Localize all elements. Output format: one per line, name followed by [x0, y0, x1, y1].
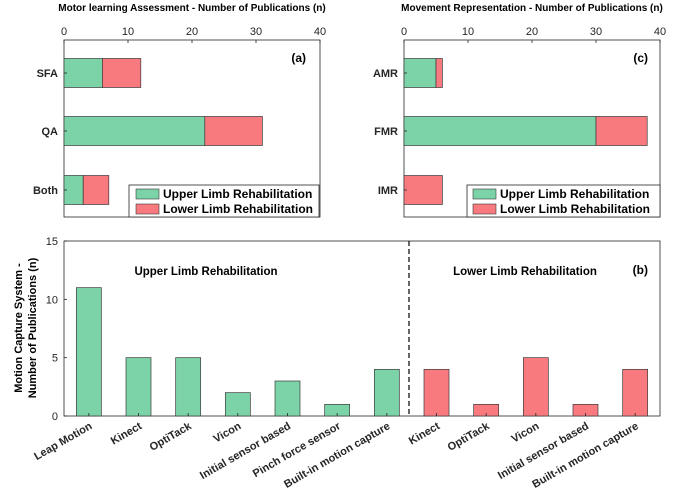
panel-a-legend-box	[128, 184, 320, 218]
panel-c-xtick-label: 0	[401, 26, 407, 38]
panel-b-label: (b)	[633, 263, 648, 277]
panel-c-ticks: 0 10 20 30 40	[401, 26, 666, 191]
panel-b-ylabel-line1: Motion Capture System -	[13, 263, 25, 393]
panel-a-bar-sfa-upper	[63, 58, 103, 88]
panel-c-legend-upper-swatch	[472, 188, 497, 200]
panel-a-ticks: 0 10 20 30 40	[61, 26, 326, 191]
panel-a-xtick-label: 0	[61, 26, 67, 38]
panel-c-bar-amr-upper	[403, 58, 437, 88]
panel-a-category-label: QA	[42, 126, 59, 138]
panel-b-category-label: Kinect	[407, 420, 442, 447]
panel-a-label: (a)	[291, 51, 306, 65]
panel-b-axes	[63, 240, 661, 417]
panel-b-bar-upper-leap-motion	[75, 287, 102, 417]
panel-a-xtick-label: 20	[186, 26, 198, 38]
panel-a-xtick-label: 10	[122, 26, 134, 38]
panel-b-lower-group-label: Lower Limb Rehabilitation	[453, 266, 597, 278]
panel-a-bar-qa-lower	[204, 116, 263, 146]
panel-a-xtick-label: 40	[314, 26, 326, 38]
panel-a-bars	[63, 58, 263, 205]
panel-c-bar-fmr-lower	[595, 116, 648, 146]
panel-a-legend-upper-swatch	[135, 188, 160, 200]
panel-a-xtick-label: 30	[250, 26, 262, 38]
panel-b-category-label: Vicon	[212, 420, 244, 445]
panel-c-xtick-label: 10	[462, 26, 474, 38]
panel-b-category-label: Vicon	[510, 420, 542, 445]
panel-b-bar-upper-built-in-motion-capture	[373, 368, 400, 417]
panel-c-xtick-label: 40	[654, 26, 666, 38]
panel-b-ylabel-line2: Number of Publications (n)	[27, 257, 39, 398]
panel-c-bars	[403, 58, 648, 205]
panel-c-chart: Movement Representation - Number of Publ…	[373, 3, 666, 218]
panel-b-category-label: OptiTack	[148, 420, 195, 454]
panel-a-bar-qa-upper	[63, 116, 206, 146]
panel-b-category-label: Initial sensor based	[198, 420, 293, 482]
panel-a-legend-upper-label: Upper Limb Rehabilitation	[163, 187, 312, 201]
panel-a-chart: Motor learning Assessment - Number of Pu…	[33, 3, 326, 218]
panel-b-bar-upper-optitack	[175, 357, 202, 417]
panel-b-category-label: OptiTack	[446, 420, 493, 454]
panel-c-xtick-label: 30	[590, 26, 602, 38]
panel-a-legend-lower-label: Lower Limb Rehabilitation	[163, 202, 313, 216]
panel-a-category-label: SFA	[37, 68, 58, 80]
panel-b-upper-group-label: Upper Limb Rehabilitation	[134, 266, 277, 278]
panel-c-category-label: IMR	[378, 185, 398, 197]
panel-c-legend: Upper Limb Rehabilitation Lower Limb Reh…	[466, 184, 661, 218]
panel-c-bar-amr-lower	[435, 58, 443, 88]
panel-c-bar-fmr-upper	[403, 116, 597, 146]
panel-a-legend-lower-swatch	[135, 203, 160, 215]
panel-c-xtick-label: 20	[526, 26, 538, 38]
panel-a-categories: SFA QA Both	[33, 68, 58, 197]
panel-a-legend: Upper Limb Rehabilitation Lower Limb Reh…	[128, 184, 320, 218]
panel-c-categories: AMR FMR IMR	[373, 68, 398, 197]
panel-b-ticks: 0 5 10 15	[46, 236, 636, 423]
panel-a-category-label: Both	[33, 185, 58, 197]
panel-b-bar-lower-kinect	[423, 368, 450, 417]
panel-b-ytick-label: 5	[52, 353, 58, 365]
panel-a-bar-sfa-lower	[102, 58, 142, 88]
panel-c-legend-box	[466, 184, 661, 218]
panel-c-legend-lower-swatch	[472, 203, 497, 215]
panel-b-bar-lower-vicon	[522, 357, 549, 417]
panel-a-title: Motor learning Assessment - Number of Pu…	[58, 3, 325, 14]
panel-b-category-label: Leap Motion	[32, 420, 94, 463]
panel-b-ytick-label: 0	[52, 411, 58, 423]
panel-c-category-label: AMR	[373, 68, 398, 80]
panel-b-ytick-label: 10	[46, 294, 58, 306]
panel-b-bar-upper-vicon	[224, 392, 251, 417]
panel-b-category-label: Kinect	[109, 420, 144, 447]
panel-c-label: (c)	[633, 51, 648, 65]
panel-b-bar-upper-initial-sensor-based	[274, 380, 301, 417]
panel-c-title: Movement Representation - Number of Publ…	[401, 3, 663, 14]
panel-c-bar-imr-lower	[403, 175, 443, 205]
panel-b-ytick-label: 15	[46, 236, 58, 248]
panel-c-legend-upper-label: Upper Limb Rehabilitation	[500, 187, 649, 201]
panel-c-legend-lower-label: Lower Limb Rehabilitation	[500, 202, 650, 216]
panel-c-category-label: FMR	[374, 126, 398, 138]
panel-b-bar-upper-kinect	[125, 357, 152, 417]
panel-a-bar-both-lower	[82, 175, 110, 205]
panel-b-bar-lower-built-in-motion-capture	[622, 368, 649, 417]
